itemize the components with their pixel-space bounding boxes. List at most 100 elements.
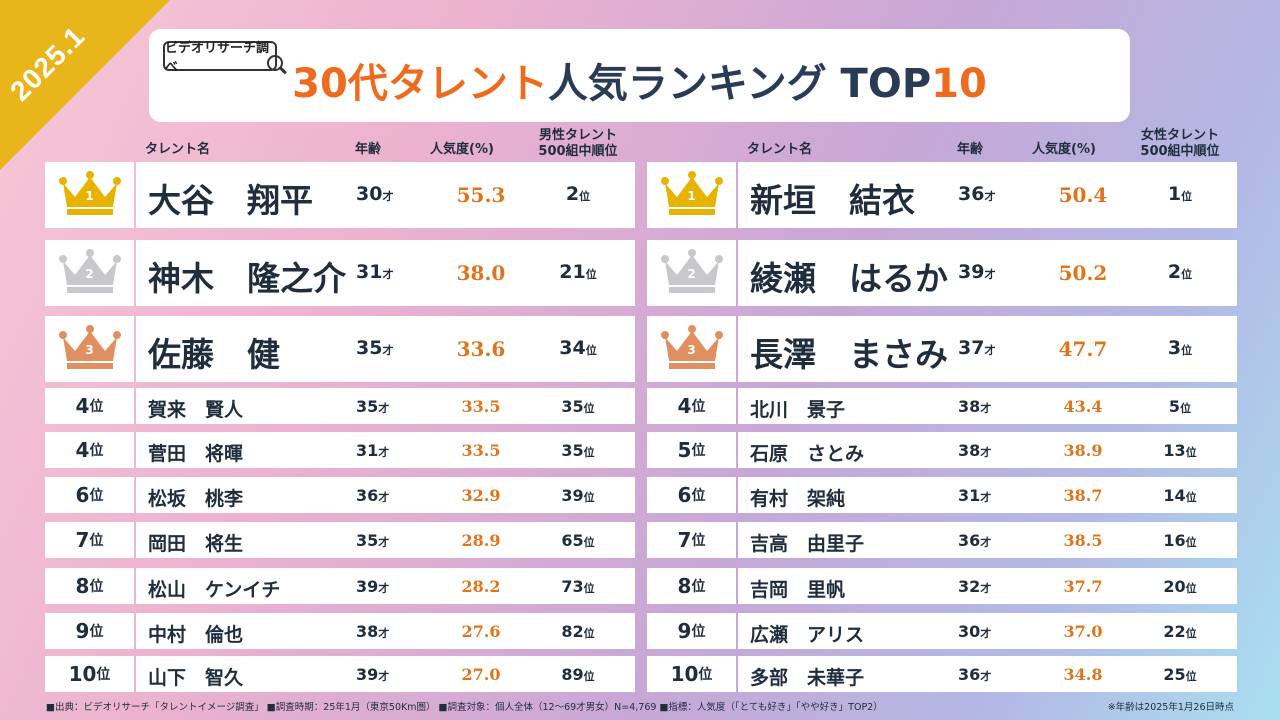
rank-unit: 位: [89, 443, 104, 459]
rank-number: 8: [677, 574, 692, 598]
age-unit: 才: [378, 446, 390, 459]
overall-rank: 20位: [1140, 577, 1220, 596]
talent-age: 35才: [356, 337, 393, 359]
age-unit: 才: [382, 268, 394, 281]
talent-name: 松山 ケンイチ: [148, 579, 281, 601]
popularity-value: 27.0: [461, 665, 501, 684]
rank-number: 4: [75, 438, 90, 462]
popularity-value: 38.9: [1063, 441, 1103, 460]
talent-name: 佐藤 健: [148, 335, 280, 374]
overall-rank-value: 13: [1163, 441, 1186, 460]
overall-rank-value: 65: [561, 531, 584, 550]
overall-rank-unit: 位: [1185, 491, 1197, 504]
overall-rank-unit: 位: [1181, 344, 1193, 357]
header-popularity: 人気度(%): [430, 142, 494, 157]
overall-rank-unit: 位: [585, 268, 597, 281]
ranking-row: 2 神木 隆之介 31才 38.0 21位: [45, 240, 635, 306]
main-cell: 神木 隆之介 31才 38.0 21位: [136, 240, 635, 306]
main-cell: 広瀬 アリス 30才 37.0 22位: [738, 613, 1237, 649]
main-cell: 新垣 結衣 36才 50.4 1位: [738, 162, 1237, 228]
rank-cell: 1: [45, 162, 134, 228]
overall-rank-unit: 位: [583, 402, 595, 415]
main-cell: 佐藤 健 35才 33.6 34位: [136, 316, 635, 382]
popularity-value: 37.0: [1063, 622, 1103, 641]
rank-cell: 10 位: [45, 656, 134, 692]
ranking-row: 9 位広瀬 アリス 30才 37.0 22位: [647, 613, 1237, 649]
rank-number: 8: [75, 574, 90, 598]
talent-age: 39才: [356, 577, 389, 596]
age-value: 36: [958, 531, 981, 550]
crown-number: 2: [85, 266, 94, 281]
overall-rank: 13位: [1140, 441, 1220, 460]
popularity-value: 43.4: [1063, 397, 1103, 416]
popularity-value: 50.4: [1058, 183, 1108, 207]
crown-wrap: 3: [657, 323, 727, 376]
rank-unit: 位: [89, 579, 104, 595]
overall-rank: 35位: [538, 397, 618, 416]
rank-number: 9: [75, 619, 90, 643]
popularity-value: 38.0: [456, 261, 506, 285]
age-value: 37: [958, 337, 985, 359]
crown-number: 2: [687, 266, 696, 281]
talent-name: 有村 架純: [750, 488, 846, 510]
talent-name: 賀来 賢人: [148, 399, 244, 421]
rank-number: 6: [677, 483, 692, 507]
title-dark: 人気ランキング TOP: [547, 61, 932, 107]
title-header: ビデオリサーチ調べ 30代タレント人気ランキング TOP10: [149, 29, 1130, 122]
ranking-row: 1 大谷 翔平 30才 55.3 2位: [45, 162, 635, 228]
magnifier-icon: [267, 55, 283, 71]
crown-icon: [660, 170, 723, 215]
header-age: 年齢: [957, 142, 984, 157]
age-value: 31: [356, 261, 383, 283]
overall-rank: 25位: [1140, 665, 1220, 684]
main-cell: 有村 架純 31才 38.7 14位: [738, 477, 1237, 513]
talent-name: 多部 未華子: [750, 667, 865, 689]
age-value: 30: [356, 183, 383, 205]
overall-rank: 21位: [538, 261, 618, 283]
ranking-row: 7 位吉高 由里子 36才 38.5 16位: [647, 522, 1237, 558]
talent-age: 31才: [356, 261, 393, 283]
popularity-value: 33.5: [461, 397, 501, 416]
overall-rank-value: 35: [561, 397, 584, 416]
main-cell: 石原 さとみ 38才 38.9 13位: [738, 432, 1237, 468]
age-value: 35: [356, 531, 379, 550]
age-value: 31: [356, 441, 379, 460]
talent-age: 38才: [958, 441, 991, 460]
rank-unit: 位: [691, 533, 706, 549]
rank-unit: 位: [89, 533, 104, 549]
rank-cell: 2: [45, 240, 134, 306]
main-cell: 長澤 まさみ 37才 47.7 3位: [738, 316, 1237, 382]
main-cell: 綾瀬 はるか 39才 50.2 2位: [738, 240, 1237, 306]
crown-icon: [660, 248, 723, 293]
popularity-value: 50.2: [1058, 261, 1108, 285]
overall-rank: 3位: [1140, 337, 1220, 359]
age-unit: 才: [382, 190, 394, 203]
overall-rank-unit: 位: [1185, 446, 1197, 459]
talent-age: 39才: [958, 261, 995, 283]
popularity-value: 55.3: [456, 183, 506, 207]
rank-unit: 位: [96, 667, 111, 683]
age-unit: 才: [980, 446, 992, 459]
popularity-value: 27.6: [461, 622, 501, 641]
popularity-value: 38.7: [1063, 486, 1103, 505]
crown-icon: [58, 170, 121, 215]
overall-rank: 82位: [538, 622, 618, 641]
overall-rank-value: 1: [1167, 183, 1182, 205]
age-unit: 才: [984, 344, 996, 357]
age-value: 36: [356, 486, 379, 505]
overall-rank: 34位: [538, 337, 618, 359]
ranking-row: 6 位松坂 桃李 36才 32.9 39位: [45, 477, 635, 513]
overall-rank-value: 34: [559, 337, 586, 359]
male-ranking-panel: タレント名 年齢 人気度(%) 男性タレント 500組中順位 1 大谷 翔平 30才 5…: [45, 128, 635, 692]
popularity-value: 37.7: [1063, 577, 1103, 596]
age-unit: 才: [378, 582, 390, 595]
overall-rank-value: 2: [1167, 261, 1182, 283]
overall-rank-value: 14: [1163, 486, 1186, 505]
talent-age: 35才: [356, 397, 389, 416]
overall-rank-unit: 位: [583, 491, 595, 504]
talent-name: 大谷 翔平: [148, 181, 313, 220]
crown-icon: [660, 324, 723, 369]
